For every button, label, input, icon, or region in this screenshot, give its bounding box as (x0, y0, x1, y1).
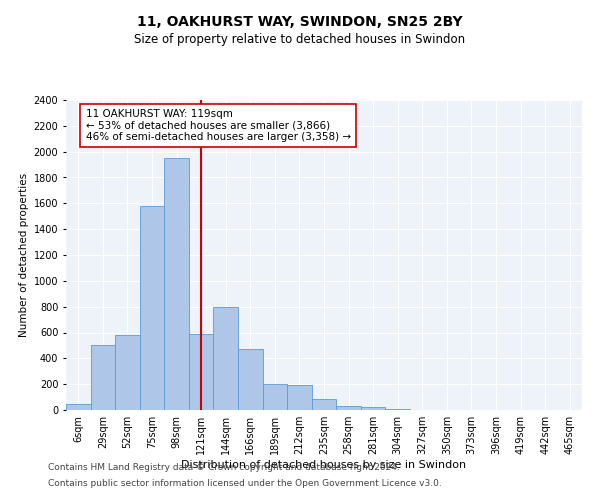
Bar (66, 404, 91, 410)
Bar (189, 334, 214, 410)
Bar (115, 335, 140, 410)
Text: Size of property relative to detached houses in Swindon: Size of property relative to detached ho… (134, 32, 466, 46)
Y-axis label: Number of detached properties: Number of detached properties (19, 173, 29, 337)
Bar (287, 386, 312, 410)
Bar (214, 306, 238, 410)
Bar (361, 407, 385, 410)
X-axis label: Distribution of detached houses by size in Swindon: Distribution of detached houses by size … (181, 460, 467, 470)
Text: 11 OAKHURST WAY: 119sqm
← 53% of detached houses are smaller (3,866)
46% of semi: 11 OAKHURST WAY: 119sqm ← 53% of detache… (86, 109, 351, 142)
Bar (164, 158, 189, 410)
Bar (336, 406, 361, 410)
Bar (91, 346, 115, 410)
Text: Contains public sector information licensed under the Open Government Licence v3: Contains public sector information licen… (48, 478, 442, 488)
Text: 11, OAKHURST WAY, SWINDON, SN25 2BY: 11, OAKHURST WAY, SWINDON, SN25 2BY (137, 15, 463, 29)
Bar (140, 206, 164, 410)
Bar (238, 350, 263, 410)
Text: Contains HM Land Registry data © Crown copyright and database right 2024.: Contains HM Land Registry data © Crown c… (48, 464, 400, 472)
Bar (263, 384, 287, 410)
Bar (312, 399, 336, 410)
Bar (385, 408, 410, 410)
